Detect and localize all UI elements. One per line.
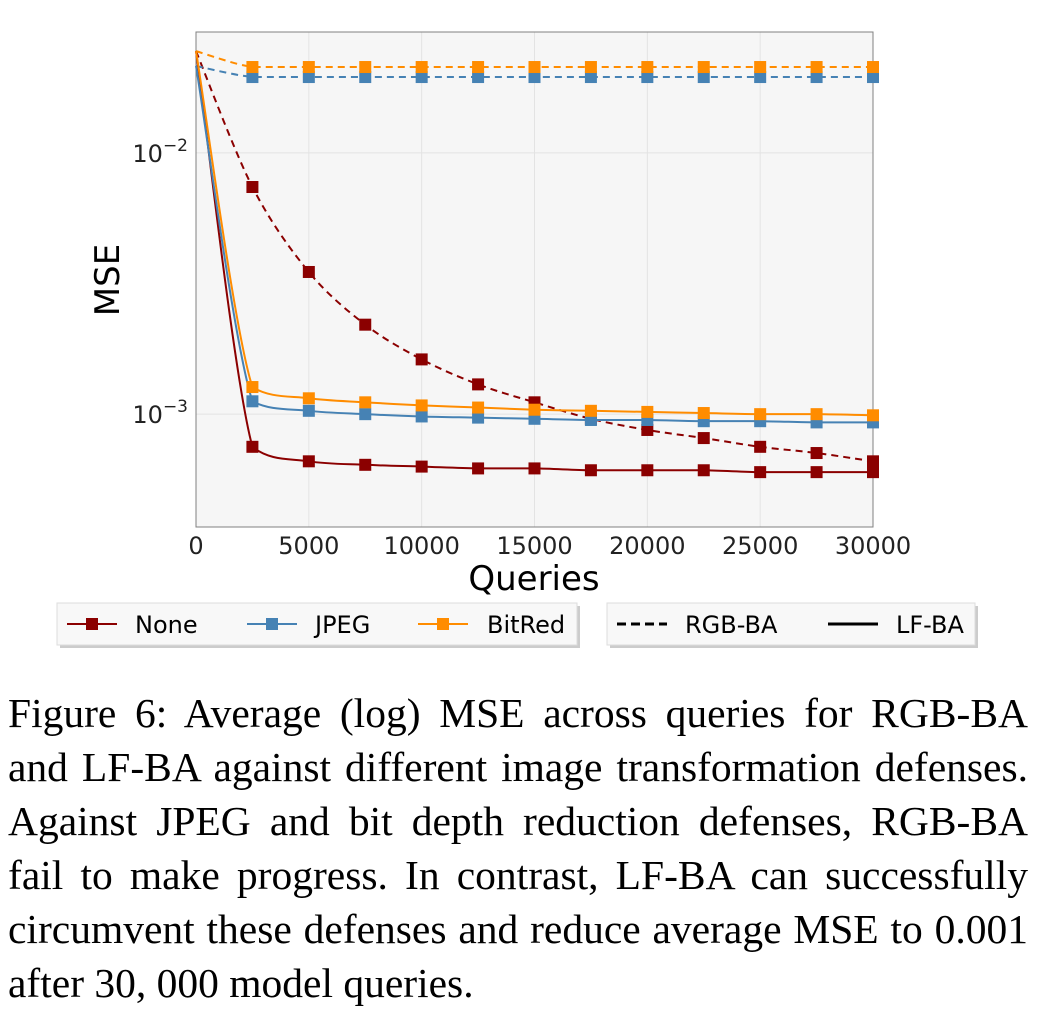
data-point-jpeg-rgb-ba — [754, 71, 767, 84]
x-tick-label: 20000 — [609, 532, 685, 560]
data-point-bitred-rgb-ba — [697, 61, 710, 74]
data-point-none-lf-ba — [528, 462, 541, 475]
legend-item-rgb-ba: RGB-BA — [617, 611, 778, 639]
legend-label-none: None — [135, 611, 198, 639]
figure-caption: Figure 6: Average (log) MSE across queri… — [8, 690, 1028, 1006]
data-point-bitred-lf-ba — [697, 407, 710, 420]
data-point-jpeg-rgb-ba — [528, 71, 541, 84]
legend-defenses: None JPEG BitRed — [56, 602, 580, 648]
data-point-none-lf-ba — [697, 464, 710, 477]
data-point-none-lf-ba — [359, 458, 372, 471]
y-tick-label: 10−2 — [132, 136, 188, 168]
data-point-bitred-rgb-ba — [641, 61, 654, 74]
data-point-jpeg-rgb-ba — [810, 71, 823, 84]
legend-label-rgb-ba: RGB-BA — [685, 611, 778, 639]
data-point-jpeg-lf-ba — [246, 395, 259, 408]
series-bitred-rgb-ba — [195, 50, 879, 74]
data-point-bitred-rgb-ba — [246, 61, 259, 74]
legend-item-jpeg: JPEG — [247, 611, 370, 639]
data-point-none-rgb-ba — [302, 265, 315, 278]
data-point-none-lf-ba — [415, 460, 428, 473]
data-point-jpeg-rgb-ba — [697, 71, 710, 84]
y-axis-label: MSE — [88, 244, 128, 316]
legend-item-lf-ba: LF-BA — [828, 611, 964, 639]
data-point-bitred-rgb-ba — [584, 61, 597, 74]
data-point-bitred-lf-ba — [867, 409, 879, 422]
x-tick-labels: 0 5000 10000 15000 20000 25000 30000 — [188, 532, 911, 560]
data-point-none-rgb-ba — [359, 318, 372, 331]
data-point-none-lf-ba — [867, 466, 879, 479]
data-point-bitred-lf-ba — [754, 408, 767, 421]
data-point-none-lf-ba — [246, 440, 259, 453]
series-bitred-lf-ba — [195, 50, 879, 422]
legend-label-jpeg: JPEG — [313, 611, 370, 639]
data-point-jpeg-lf-ba — [472, 411, 485, 424]
data-point-jpeg-rgb-ba — [246, 71, 259, 84]
x-tick-label: 30000 — [835, 532, 911, 560]
data-point-bitred-rgb-ba — [754, 61, 767, 74]
data-point-none-rgb-ba — [246, 181, 259, 194]
data-point-jpeg-rgb-ba — [584, 71, 597, 84]
x-tick-label: 5000 — [278, 532, 339, 560]
data-point-bitred-lf-ba — [810, 408, 823, 421]
data-point-bitred-lf-ba — [528, 403, 541, 416]
data-point-jpeg-rgb-ba — [302, 71, 315, 84]
legend-item-bitred: BitRed — [418, 611, 565, 639]
data-point-jpeg-lf-ba — [415, 410, 428, 423]
data-point-bitred-rgb-ba — [302, 61, 315, 74]
data-point-none-rgb-ba — [472, 378, 485, 391]
data-point-jpeg-rgb-ba — [415, 71, 428, 84]
data-point-jpeg-lf-ba — [528, 412, 541, 425]
data-point-bitred-lf-ba — [472, 401, 485, 414]
series-line-none-rgb-ba — [195, 50, 874, 463]
data-point-jpeg-rgb-ba — [867, 71, 879, 84]
data-point-none-lf-ba — [302, 455, 315, 468]
legend-item-none: None — [67, 611, 198, 639]
data-point-bitred-lf-ba — [246, 381, 259, 394]
data-point-jpeg-rgb-ba — [472, 71, 485, 84]
x-tick-label: 0 — [188, 532, 203, 560]
data-point-bitred-rgb-ba — [810, 61, 823, 74]
data-point-jpeg-rgb-ba — [641, 71, 654, 84]
series-none-lf-ba — [195, 50, 879, 479]
legend-methods: RGB-BA LF-BA — [606, 602, 978, 648]
plot-frame — [195, 31, 874, 528]
data-point-none-lf-ba — [754, 466, 767, 479]
data-point-jpeg-rgb-ba — [359, 71, 372, 84]
data-point-none-lf-ba — [641, 464, 654, 477]
data-point-none-rgb-ba — [415, 353, 428, 366]
data-point-jpeg-lf-ba — [359, 408, 372, 421]
x-tick-label: 25000 — [722, 532, 798, 560]
data-point-bitred-lf-ba — [359, 396, 372, 409]
data-point-none-rgb-ba — [697, 432, 710, 445]
data-point-bitred-rgb-ba — [528, 61, 541, 74]
data-point-jpeg-lf-ba — [584, 413, 597, 426]
data-point-none-lf-ba — [472, 462, 485, 475]
mse-chart: 0 5000 10000 15000 20000 25000 30000 10−210−3 … — [56, 31, 978, 648]
data-point-none-lf-ba — [584, 464, 597, 477]
data-point-none-rgb-ba — [867, 455, 879, 468]
y-tick-label: 10−3 — [132, 397, 188, 429]
legend-label-bitred: BitRed — [487, 611, 565, 639]
x-tick-label: 15000 — [496, 532, 572, 560]
data-point-bitred-rgb-ba — [867, 61, 879, 74]
data-point-bitred-rgb-ba — [415, 61, 428, 74]
data-point-none-rgb-ba — [641, 423, 654, 436]
data-point-none-rgb-ba — [810, 447, 823, 460]
series-lines — [195, 50, 879, 479]
data-point-bitred-rgb-ba — [472, 61, 485, 74]
data-point-bitred-lf-ba — [415, 399, 428, 412]
x-axis-label: Queries — [468, 559, 599, 599]
data-point-bitred-lf-ba — [584, 404, 597, 417]
data-point-none-rgb-ba — [754, 440, 767, 453]
data-point-bitred-lf-ba — [302, 392, 315, 405]
y-tick-labels: 10−2 10−3 — [132, 136, 188, 429]
x-tick-label: 10000 — [383, 532, 459, 560]
data-point-none-lf-ba — [810, 466, 823, 479]
legend-label-lf-ba: LF-BA — [896, 611, 964, 639]
data-point-bitred-rgb-ba — [359, 61, 372, 74]
data-point-jpeg-lf-ba — [302, 404, 315, 417]
series-jpeg-rgb-ba — [195, 64, 879, 84]
data-point-bitred-lf-ba — [641, 405, 654, 418]
